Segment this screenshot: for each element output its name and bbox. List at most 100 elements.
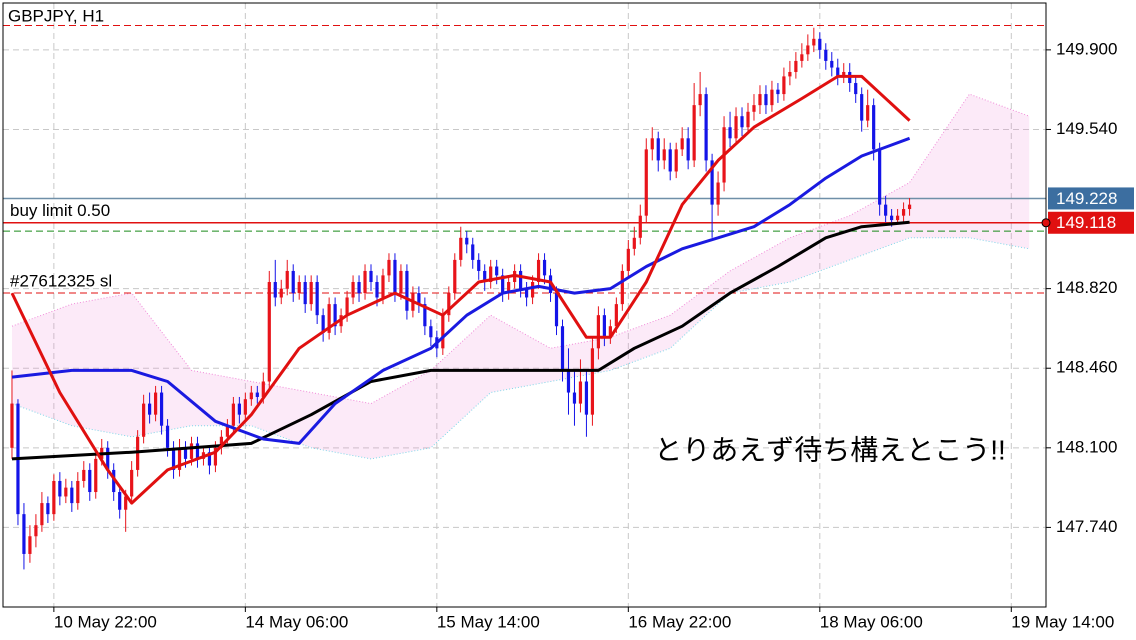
candle-body — [142, 403, 146, 437]
candle-body — [794, 60, 798, 72]
candle-body — [465, 237, 469, 245]
candle-body — [674, 149, 678, 172]
candle-body — [866, 105, 870, 121]
x-tick-label: 15 May 14:00 — [437, 612, 540, 631]
candle-body — [776, 89, 780, 95]
price-tag — [1048, 187, 1134, 210]
candle-body — [315, 282, 319, 316]
candle-body — [872, 105, 876, 150]
candle-body — [447, 293, 451, 316]
candle-body — [70, 487, 74, 504]
candle-body — [818, 38, 822, 50]
candle-body — [82, 469, 86, 481]
candle-body — [297, 282, 301, 294]
candle-body — [590, 348, 595, 415]
y-tick-label: 147.740 — [1056, 517, 1117, 536]
candle-body — [381, 275, 385, 298]
candle-body — [88, 469, 92, 493]
candle-body — [764, 94, 768, 106]
candle-body — [321, 315, 325, 333]
y-tick-label: 148.100 — [1056, 437, 1117, 456]
candle-body — [542, 259, 547, 276]
moving-average — [11, 136, 911, 445]
level-label: #27612325 sl — [10, 272, 112, 291]
candle-body — [758, 94, 762, 106]
candle-body — [770, 89, 774, 106]
candle-body — [303, 282, 307, 305]
moving-average — [11, 220, 910, 461]
candle-body — [171, 447, 176, 470]
candle-body — [890, 215, 894, 221]
candle-body — [752, 105, 756, 112]
candle-body — [560, 326, 565, 371]
x-tick-label: 10 May 22:00 — [54, 612, 157, 631]
candle-body — [76, 480, 80, 504]
candle-body — [52, 480, 56, 515]
candle-body — [668, 149, 672, 172]
y-tick-label: 148.460 — [1056, 358, 1117, 377]
price-tag-label: 149.228 — [1056, 189, 1117, 208]
candle-body — [620, 270, 624, 305]
plot-frame — [2, 2, 1047, 608]
candle-body — [165, 425, 170, 448]
price-tag — [1048, 211, 1134, 234]
y-tick-label: 149.900 — [1056, 39, 1117, 58]
candle-body — [22, 514, 26, 554]
candle-body — [459, 237, 463, 260]
candle-body — [686, 138, 690, 161]
candle-body — [614, 304, 618, 327]
candle-body — [602, 315, 606, 338]
candle-body — [345, 297, 349, 316]
candle-body — [907, 204, 912, 210]
y-tick-label: 149.540 — [1056, 119, 1117, 138]
candle-body — [584, 381, 589, 415]
candle-body — [566, 370, 571, 393]
candle-body — [136, 436, 140, 470]
candle-body — [309, 282, 313, 305]
candle-body — [842, 71, 846, 77]
candle-body — [554, 293, 559, 327]
candle-body — [710, 160, 714, 205]
candle-body — [632, 237, 636, 249]
candle-body — [112, 469, 116, 493]
candle-body — [536, 259, 541, 283]
candle-body — [692, 105, 696, 161]
candle-body — [656, 138, 660, 161]
candle-body — [255, 392, 259, 397]
candle-body — [644, 149, 648, 216]
candle-body — [363, 270, 367, 294]
candle-body — [501, 275, 505, 294]
candle-body — [650, 138, 654, 150]
candle-body — [237, 403, 241, 415]
candle-body — [219, 436, 224, 448]
candle-body — [806, 45, 810, 55]
candle-body — [626, 248, 630, 271]
candle-body — [58, 480, 62, 497]
candle-body — [387, 259, 391, 276]
candle-body — [189, 443, 194, 459]
candle-body — [225, 425, 229, 437]
candle-body — [495, 266, 499, 276]
candle-body — [399, 270, 403, 294]
candle-body — [159, 392, 164, 426]
candle-body — [471, 244, 475, 260]
candle-body — [662, 149, 666, 161]
price-tag-label: 149.118 — [1056, 213, 1116, 232]
candle-body — [836, 67, 840, 77]
candle-body — [524, 288, 529, 298]
candle-body — [680, 138, 684, 150]
cloud-upper — [11, 93, 1030, 405]
candle-body — [728, 127, 732, 139]
candle-body — [34, 525, 38, 537]
candle-body — [608, 326, 612, 338]
candle-body — [130, 469, 134, 497]
candle-body — [572, 392, 577, 404]
candle-body — [94, 458, 98, 493]
candle-body — [901, 209, 906, 216]
candle-body — [195, 443, 200, 459]
x-tick-label: 19 May 14:00 — [1011, 612, 1114, 631]
candle-body — [369, 270, 373, 283]
moving-average — [10, 74, 911, 505]
candle-body — [740, 116, 744, 128]
candle-body — [207, 452, 212, 466]
